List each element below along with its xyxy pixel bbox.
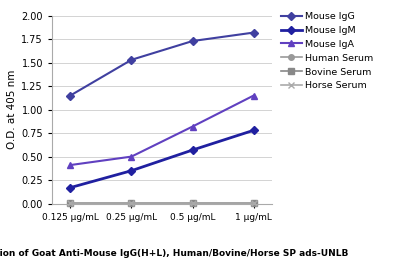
Mouse IgA: [129, 155, 134, 158]
Legend: Mouse IgG, Mouse IgM, Mouse IgA, Human Serum, Bovine Serum, Horse Serum: Mouse IgG, Mouse IgM, Mouse IgA, Human S…: [281, 12, 374, 91]
Mouse IgA: [68, 163, 73, 167]
Bovine Serum: [251, 201, 256, 205]
Text: Dilution of Goat Anti-Mouse IgG(H+L), Human/Bovine/Horse SP ads-UNLB: Dilution of Goat Anti-Mouse IgG(H+L), Hu…: [0, 250, 349, 258]
Human Serum: [251, 201, 256, 204]
Horse Serum: [129, 202, 134, 205]
Line: Mouse IgA: Mouse IgA: [67, 92, 257, 169]
Bovine Serum: [68, 201, 73, 205]
Horse Serum: [190, 202, 195, 205]
Y-axis label: O.D. at 405 nm: O.D. at 405 nm: [7, 70, 17, 149]
Line: Bovine Serum: Bovine Serum: [68, 200, 256, 206]
Line: Human Serum: Human Serum: [68, 200, 256, 205]
Mouse IgG: [190, 39, 195, 43]
Mouse IgM: [68, 186, 73, 189]
Mouse IgM: [190, 149, 195, 152]
Line: Mouse IgM: Mouse IgM: [68, 128, 256, 190]
Mouse IgA: [251, 94, 256, 97]
Human Serum: [129, 201, 134, 204]
Mouse IgG: [68, 94, 73, 97]
Bovine Serum: [190, 201, 195, 205]
Mouse IgG: [129, 58, 134, 61]
Mouse IgM: [129, 169, 134, 172]
Line: Horse Serum: Horse Serum: [67, 200, 257, 207]
Mouse IgG: [251, 31, 256, 34]
Horse Serum: [251, 202, 256, 205]
Human Serum: [190, 201, 195, 204]
Human Serum: [68, 201, 73, 204]
Bovine Serum: [129, 201, 134, 205]
Horse Serum: [68, 202, 73, 205]
Mouse IgM: [251, 129, 256, 132]
Mouse IgA: [190, 125, 195, 128]
Line: Mouse IgG: Mouse IgG: [68, 30, 256, 98]
